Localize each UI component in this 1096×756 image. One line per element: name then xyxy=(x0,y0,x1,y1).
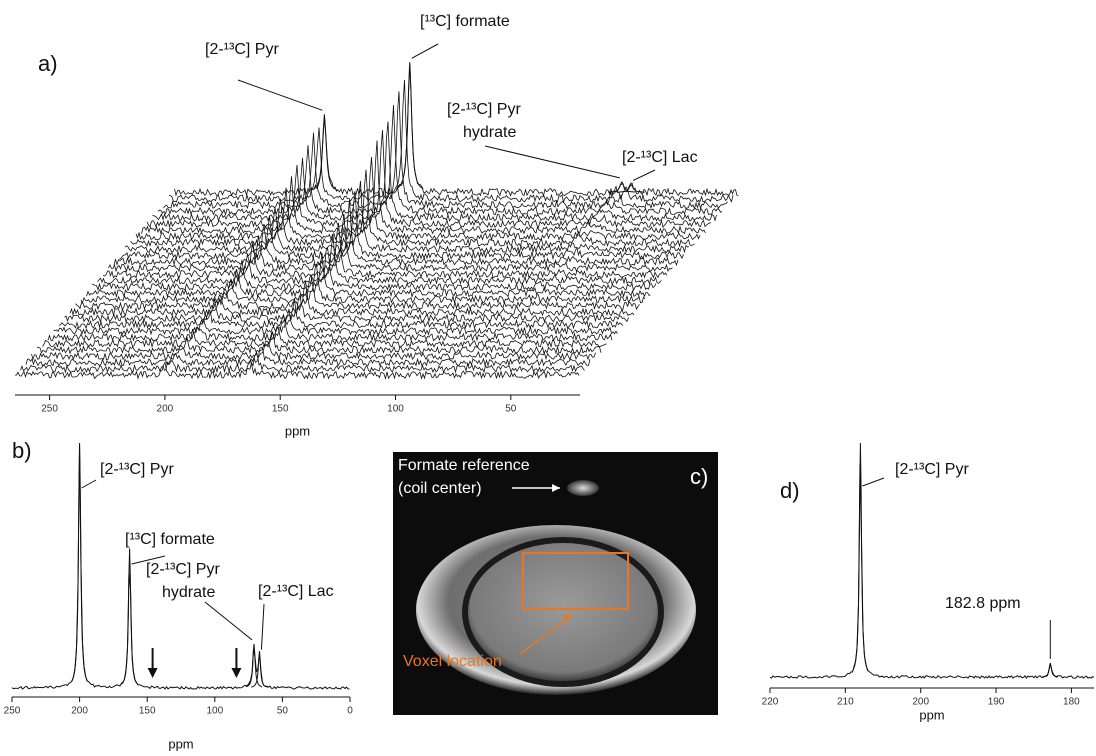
x-axis-label: ppm xyxy=(168,736,193,751)
peak xyxy=(1042,662,1059,678)
leader-line xyxy=(81,479,97,489)
voxel-box xyxy=(522,552,629,610)
spectrum-trace xyxy=(141,140,706,235)
spectrum-trace xyxy=(157,105,723,216)
spectrum-trace xyxy=(97,234,662,286)
peak xyxy=(251,653,268,688)
peak-label: hydrate xyxy=(463,124,516,141)
x-tick-label: 190 xyxy=(988,697,1005,708)
arrow xyxy=(519,616,570,655)
peak-label: [2-¹³C] Pyr xyxy=(447,101,521,118)
spectrum-trace xyxy=(769,463,1095,679)
x-tick-label: 250 xyxy=(41,404,58,415)
spectrum-trace xyxy=(146,130,712,229)
peak xyxy=(121,548,139,685)
spectrum-trace xyxy=(25,346,591,367)
spectrum-trace xyxy=(47,314,613,342)
x-axis-label: ppm xyxy=(919,707,944,722)
x-tick-label: 220 xyxy=(762,697,779,708)
peak-label: [2-¹³C] Pyr xyxy=(146,561,220,578)
annotation: Formate reference xyxy=(398,457,530,474)
x-tick-label: 180 xyxy=(1063,697,1080,708)
x-tick-label: 200 xyxy=(912,697,929,708)
spectrum-trace xyxy=(69,280,635,317)
leader-line xyxy=(237,79,323,111)
panel-label: b) xyxy=(12,438,32,463)
spectrum-trace xyxy=(152,121,717,223)
x-tick-label: 50 xyxy=(505,404,517,415)
leader-line xyxy=(632,169,656,181)
peak xyxy=(245,643,263,688)
brain xyxy=(462,537,664,687)
panel-label: c) xyxy=(690,464,708,489)
spectrum-trace xyxy=(130,169,695,248)
leader-line xyxy=(411,43,439,59)
spectrum-trace xyxy=(91,246,657,292)
leader-line xyxy=(484,145,621,179)
spectrum-trace xyxy=(174,64,739,197)
peak-label: [2-¹³C] Lac xyxy=(258,583,334,600)
x-tick-label: 200 xyxy=(157,404,174,415)
x-tick-label: 200 xyxy=(71,706,88,717)
spectrum-trace xyxy=(75,274,640,311)
peak-label: [2-¹³C] Lac xyxy=(622,149,698,166)
formate-reference xyxy=(567,480,599,496)
spectrum-trace xyxy=(36,331,602,355)
spectrum-trace xyxy=(31,340,596,361)
x-tick-label: 250 xyxy=(4,706,21,717)
spectrum-trace xyxy=(53,308,618,336)
spectrum-trace xyxy=(11,444,350,690)
peak xyxy=(617,183,645,193)
spectrum-trace xyxy=(42,324,607,349)
x-tick-label: 0 xyxy=(347,706,353,717)
peak xyxy=(71,442,89,682)
peak-label: [2-¹³C] Pyr xyxy=(100,461,174,478)
spectrum-trace xyxy=(124,180,690,254)
spectrum-trace xyxy=(168,79,734,204)
arrowhead xyxy=(231,668,242,678)
spectrum-trace xyxy=(135,156,701,242)
peak xyxy=(608,180,636,193)
x-tick-label: 210 xyxy=(837,697,854,708)
peak-label: [¹³C] formate xyxy=(420,13,510,30)
peak xyxy=(395,62,424,190)
x-tick-label: 100 xyxy=(206,706,223,717)
peak xyxy=(852,442,869,671)
leader-line xyxy=(131,555,166,565)
peak-label: 182.8 ppm xyxy=(945,595,1021,612)
spectrum-trace xyxy=(80,264,646,304)
spectrum-trace xyxy=(20,352,585,374)
annotation: (coil center) xyxy=(398,480,482,497)
peak-label: hydrate xyxy=(162,584,215,601)
spectrum-trace xyxy=(102,222,668,279)
arrowhead xyxy=(147,668,158,678)
spectrum-trace xyxy=(119,191,684,261)
arrowhead xyxy=(552,484,560,492)
leader-line xyxy=(204,601,253,641)
peak-label: [2-¹³C] Pyr xyxy=(205,41,279,58)
leader-line xyxy=(260,603,265,650)
leader-line xyxy=(862,477,885,487)
x-tick-label: 150 xyxy=(139,706,156,717)
x-tick-label: 150 xyxy=(272,404,289,415)
x-tick-label: 50 xyxy=(277,706,289,717)
peak xyxy=(310,114,339,191)
peak-label: [¹³C] formate xyxy=(125,531,215,548)
peak-label: [2-¹³C] Pyr xyxy=(895,461,969,478)
panel-label: d) xyxy=(780,478,800,503)
spectrum-trace xyxy=(64,293,629,324)
arrowhead xyxy=(563,613,572,622)
x-axis-label: ppm xyxy=(285,423,310,438)
voxel-label: Voxel location xyxy=(403,653,502,670)
spectrum-trace xyxy=(86,252,651,299)
spectrum-trace xyxy=(15,358,580,380)
spectrum-trace xyxy=(113,199,679,267)
mri-panel: Formate reference (coil center) c) Voxel… xyxy=(393,452,718,715)
panel-label: a) xyxy=(38,51,58,76)
spectrum-trace xyxy=(58,298,624,330)
x-tick-label: 100 xyxy=(387,404,404,415)
spectrum-trace xyxy=(163,91,728,210)
spectrum-trace xyxy=(108,214,673,273)
